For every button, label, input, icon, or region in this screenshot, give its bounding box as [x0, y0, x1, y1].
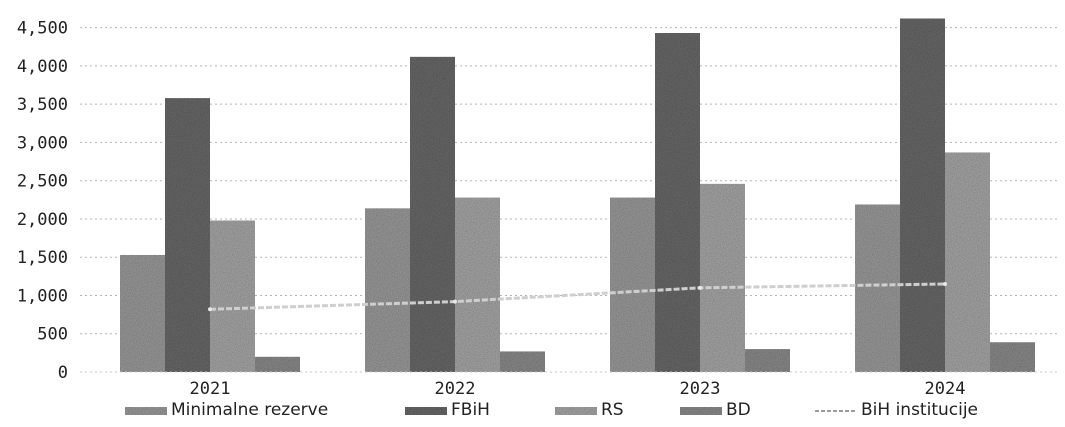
- bars: [120, 18, 1035, 372]
- line-series: [208, 282, 947, 312]
- bar-minimalne-rezerve-2021: [120, 254, 165, 372]
- legend-swatch: [680, 407, 722, 415]
- bar-fbih-2024: [900, 18, 945, 372]
- legend-label: Minimalne rezerve: [171, 400, 328, 420]
- line-point: [453, 299, 457, 304]
- y-tick-label: 2,500: [17, 172, 68, 192]
- legend: Minimalne rezerve FBiH RS BD BiH institucije: [125, 400, 978, 420]
- bar-minimalne-rezerve-2022: [365, 208, 410, 372]
- bar-rs-2021: [210, 220, 255, 372]
- legend-label: BD: [726, 400, 751, 420]
- bar-fbih-2021: [165, 98, 210, 372]
- y-tick-label: 4,500: [17, 19, 68, 39]
- legend-swatch: [555, 407, 597, 415]
- bar-rs-2022: [455, 197, 500, 372]
- line-bih-institucije: [209, 282, 946, 311]
- x-tick-label: 2021: [190, 379, 231, 399]
- y-tick-label: 3,000: [17, 133, 68, 153]
- x-tick-label: 2024: [925, 379, 966, 399]
- legend-label: FBiH: [451, 400, 490, 420]
- legend-label: BiH institucije: [861, 400, 978, 420]
- bar-bd-2022: [500, 351, 545, 372]
- bar-bd-2021: [255, 356, 300, 372]
- bar-rs-2024: [945, 152, 990, 372]
- line-point: [698, 285, 702, 290]
- legend-swatch: [405, 407, 447, 415]
- y-tick-label: 3,500: [17, 95, 68, 115]
- legend-label: RS: [601, 400, 624, 420]
- bar-minimalne-rezerve-2024: [855, 204, 900, 372]
- bar-fbih-2023: [655, 33, 700, 372]
- x-axis: 2021 2022 2023 2024: [80, 371, 1060, 399]
- y-tick-label: 4,000: [17, 57, 68, 77]
- bar-bd-2023: [745, 349, 790, 372]
- line-point: [208, 307, 212, 312]
- y-tick-label: 500: [37, 325, 68, 345]
- y-axis: 0 500 1,000 1,500 2,000 2,500 3,000 3,500 4,000 4…: [17, 19, 68, 383]
- x-tick-label: 2022: [435, 379, 476, 399]
- x-tick-label: 2023: [680, 379, 721, 399]
- bar-rs-2023: [700, 183, 745, 372]
- bar-minimalne-rezerve-2023: [610, 197, 655, 372]
- y-tick-label: 1,000: [17, 286, 68, 306]
- y-tick-label: 1,500: [17, 248, 68, 268]
- y-tick-label: 2,000: [17, 210, 68, 230]
- line-point: [943, 282, 947, 286]
- bar-fbih-2022: [410, 56, 455, 372]
- bar-bd-2024: [990, 342, 1035, 372]
- y-tick-label: 0: [58, 363, 68, 383]
- legend-swatch: [125, 407, 167, 415]
